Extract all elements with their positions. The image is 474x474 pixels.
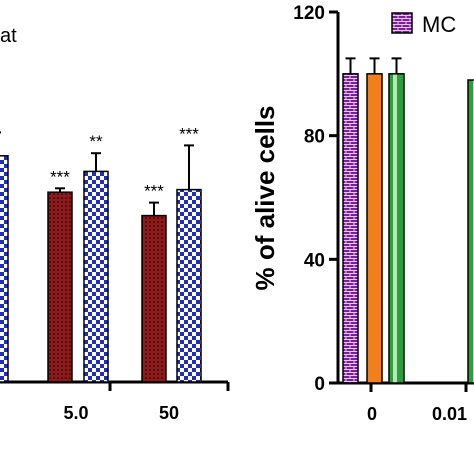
right-bar-s0-c0 — [342, 73, 359, 384]
right-bar-s1-c0 — [366, 73, 383, 384]
left-bar-s1-c1-sig-label: ** — [89, 132, 103, 151]
right-bar-s2-c0 — [388, 73, 405, 384]
left-panel: at ************ 5.0 50 — [0, 25, 230, 423]
left-bar-s0-c2-sig-label: *** — [144, 182, 164, 201]
right-x-tick-label-001: 0.01 — [432, 404, 467, 424]
right-x-tick-label-0: 0 — [367, 404, 377, 424]
right-y-axis-label: % of alive cells — [250, 106, 280, 291]
legend-swatch-mc — [391, 12, 413, 34]
left-bar-s1-c2-sig-label: *** — [179, 124, 199, 143]
right-y-tick-label-120: 120 — [293, 3, 325, 24]
left-bar-s0-c2 — [141, 214, 167, 383]
left-bar-s1-c1 — [83, 170, 109, 383]
right-panel: % of alive cells 0 40 80 120 0 0.01 MC — [250, 3, 474, 424]
left-title-fragment: at — [0, 25, 17, 47]
legend-label-mc: MC — [422, 12, 456, 37]
right-y-tick-label-80: 80 — [304, 127, 325, 148]
right-y-tick-label-0: 0 — [314, 374, 325, 395]
left-bar-s1-c2 — [176, 188, 202, 383]
right-bar-s2-c1 — [467, 79, 474, 384]
left-bar-s0-c1 — [47, 191, 73, 383]
left-x-tick-label-50: 50 — [159, 403, 179, 423]
left-bar-s0-c1-sig-label: *** — [50, 167, 70, 186]
left-bar-s1-c0 — [0, 155, 9, 383]
left-x-tick-label-5: 5.0 — [63, 403, 88, 423]
right-y-tick-label-40: 40 — [304, 250, 325, 271]
